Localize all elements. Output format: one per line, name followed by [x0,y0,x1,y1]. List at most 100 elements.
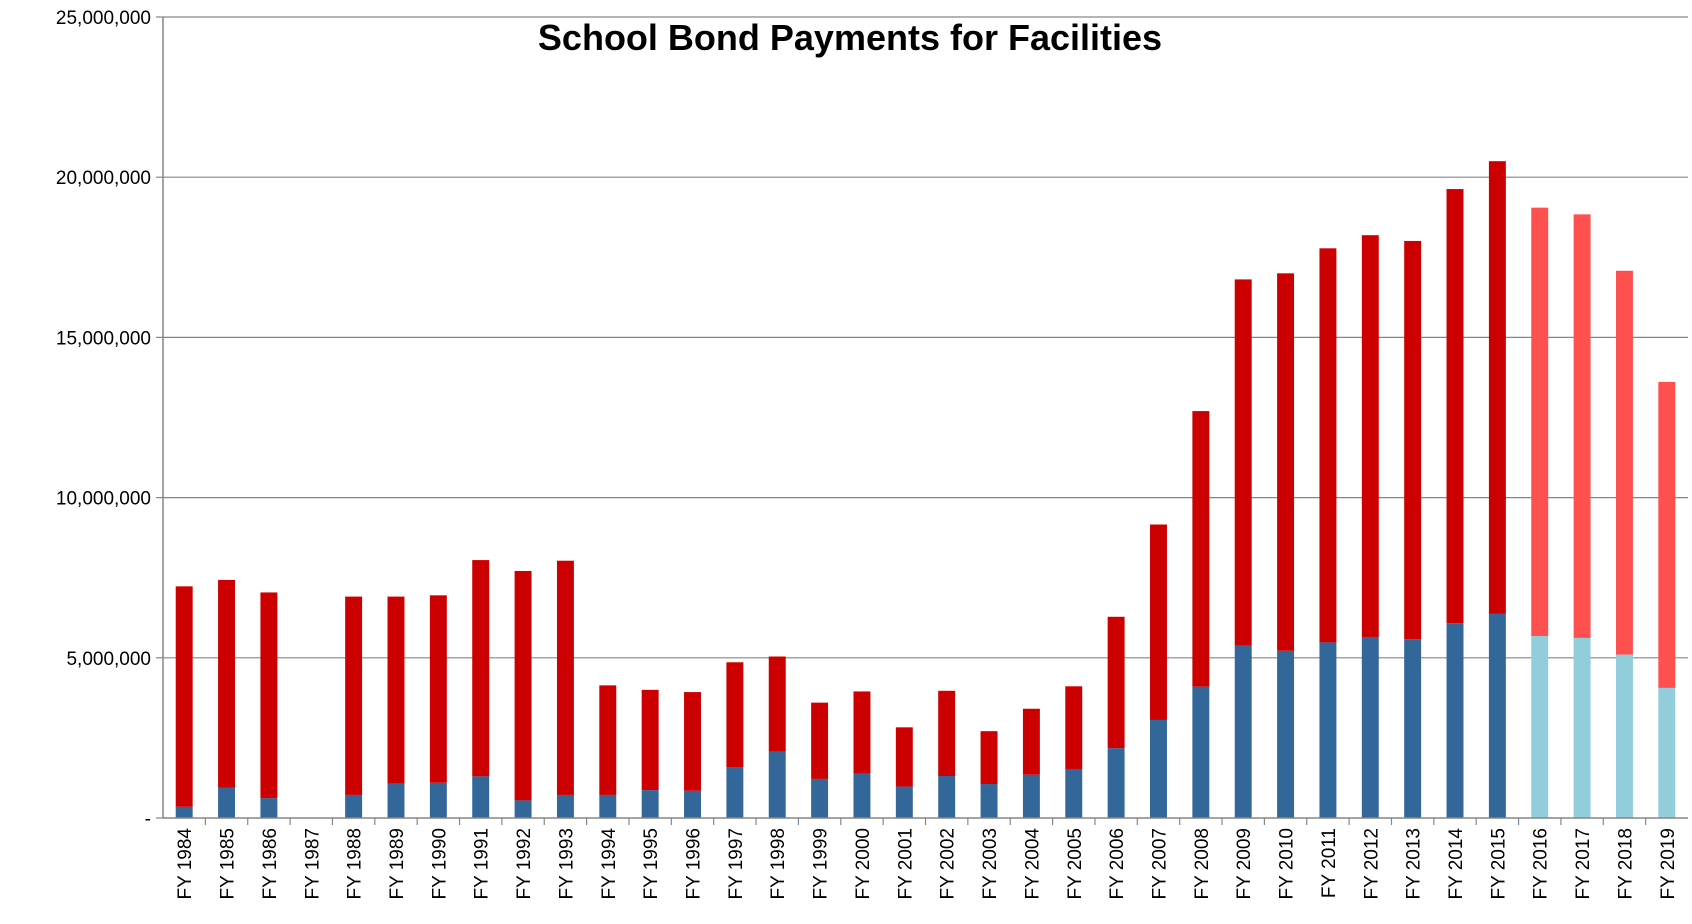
bar-segment-2 [556,560,574,795]
bar-segment-1 [345,794,363,818]
x-tick-label: FY 1989 [387,828,408,899]
x-tick-label: FY 1999 [811,828,832,899]
bar-segment-1 [684,790,701,818]
x-tick-label: FY 1984 [175,828,196,900]
y-tick-labels: - 5,000,000 10,000,000 15,000,000 20,000,000… [56,8,163,830]
y-tick-label: 15,000,000 [56,328,151,349]
bar-segment-2 [1573,214,1591,638]
bar-segment-2 [1319,248,1337,643]
x-tick-label: FY 2017 [1573,828,1594,899]
x-tick-label: FY 2006 [1107,828,1128,899]
x-tick-label: FY 2008 [1192,828,1213,899]
bar-segment-2 [1234,279,1252,646]
x-tick-label: FY 2012 [1361,828,1382,899]
x-tick-label: FY 2005 [1065,828,1086,899]
x-tick-label: FY 2003 [980,828,1001,899]
bar-segment-2 [1107,616,1125,749]
x-tick-label: FY 2011 [1319,828,1340,898]
x-tick-label: FY 1993 [556,828,577,899]
bar-segment-2 [1446,189,1464,624]
bar-segment-2 [175,586,193,807]
bar-segment-2 [1065,686,1083,769]
x-tick-label: FY 2013 [1404,828,1425,899]
x-tick-label: FY 2000 [853,828,874,899]
x-tick-label: FY 1998 [768,828,789,899]
bar-segment-1 [1234,645,1252,818]
chart-title: School Bond Payments for Facilities [538,17,1162,58]
bar-segment-1 [1573,637,1591,818]
x-tick-label: FY 1986 [260,828,281,899]
bar-segment-2 [514,570,532,801]
bar-segment-1 [726,767,744,818]
bar-segment-2 [853,691,871,774]
bar-segment-1 [429,782,447,818]
bar-segment-2 [1277,273,1295,651]
x-tick-label: FY 1990 [429,828,450,899]
x-tick-label: FY 2018 [1615,828,1636,899]
bar-segment-1 [811,778,829,818]
y-tick-label: 25,000,000 [56,8,151,29]
gridlines [163,16,1688,659]
x-tick-label: FY 1988 [345,828,366,899]
bar-segment-1 [599,794,617,818]
bar-segment-2 [1192,411,1210,687]
bar-segment-2 [429,595,447,783]
bar-segment-2 [1488,161,1506,614]
x-tick-label: FY 1994 [599,828,620,900]
bar-segment-1 [1192,686,1210,818]
x-tick-label: FY 2014 [1446,828,1467,900]
x-tick-label: FY 2004 [1022,828,1043,900]
x-tick-label: FY 1995 [641,828,662,899]
x-tick-label: FY 1985 [218,828,239,899]
x-tick-label: FY 1997 [726,828,747,899]
bar-segment-2 [472,560,490,777]
x-tick-label: FY 2010 [1277,828,1298,899]
x-tick-label: FY 2001 [895,828,916,899]
bar-segment-1 [641,790,659,818]
bar-segment-2 [726,662,744,768]
bar-segment-1 [1658,687,1676,818]
bar-segment-1 [1361,636,1379,818]
bar-segment-1 [1022,774,1040,818]
x-tick-label: FY 1992 [514,828,535,899]
bar-segment-2 [641,689,659,791]
bars [175,161,1676,818]
bar-segment-2 [938,690,956,777]
bar-segment-1 [1404,639,1422,818]
x-tick-label: FY 2002 [938,828,959,899]
bar-segment-1 [1615,654,1633,818]
bar-segment-2 [1022,708,1040,775]
bar-segment-1 [175,806,193,818]
x-tick-labels: FY 1984 FY 1985 FY 1986 FY 1987 FY 1988 FY 19… [175,818,1679,899]
bar-segment-1 [218,787,236,818]
x-tick-label: FY 1991 [472,828,493,899]
x-tick-label: FY 2009 [1234,828,1255,899]
bar-segment-1 [1107,748,1125,818]
x-tick-label: FY 2007 [1149,828,1170,899]
bar-segment-1 [556,794,574,818]
bar-segment-1 [387,783,405,818]
x-tick-label: FY 1987 [302,828,323,899]
bar-segment-1 [895,786,913,818]
x-tick-label: FY 1996 [684,828,705,899]
bar-segment-2 [1404,240,1422,640]
bar-segment-2 [387,596,405,784]
bar-segment-2 [1658,381,1676,688]
bar-segment-2 [599,685,617,795]
bar-segment-2 [768,656,786,752]
bar-segment-1 [1065,768,1083,818]
x-tick-label: FY 2015 [1488,828,1509,899]
bar-segment-1 [768,751,786,818]
bar-segment-2 [1150,524,1167,720]
bar-segment-2 [980,731,998,785]
bar-segment-1 [514,800,532,818]
bar-segment-1 [980,784,998,818]
bar-segment-2 [218,579,236,788]
bar-segment-1 [260,798,278,818]
y-tick-label: 10,000,000 [56,489,151,510]
bar-segment-2 [811,702,829,779]
y-tick-label: 5,000,000 [66,649,151,670]
bar-segment-2 [345,596,363,795]
bar-segment-1 [1446,623,1464,818]
